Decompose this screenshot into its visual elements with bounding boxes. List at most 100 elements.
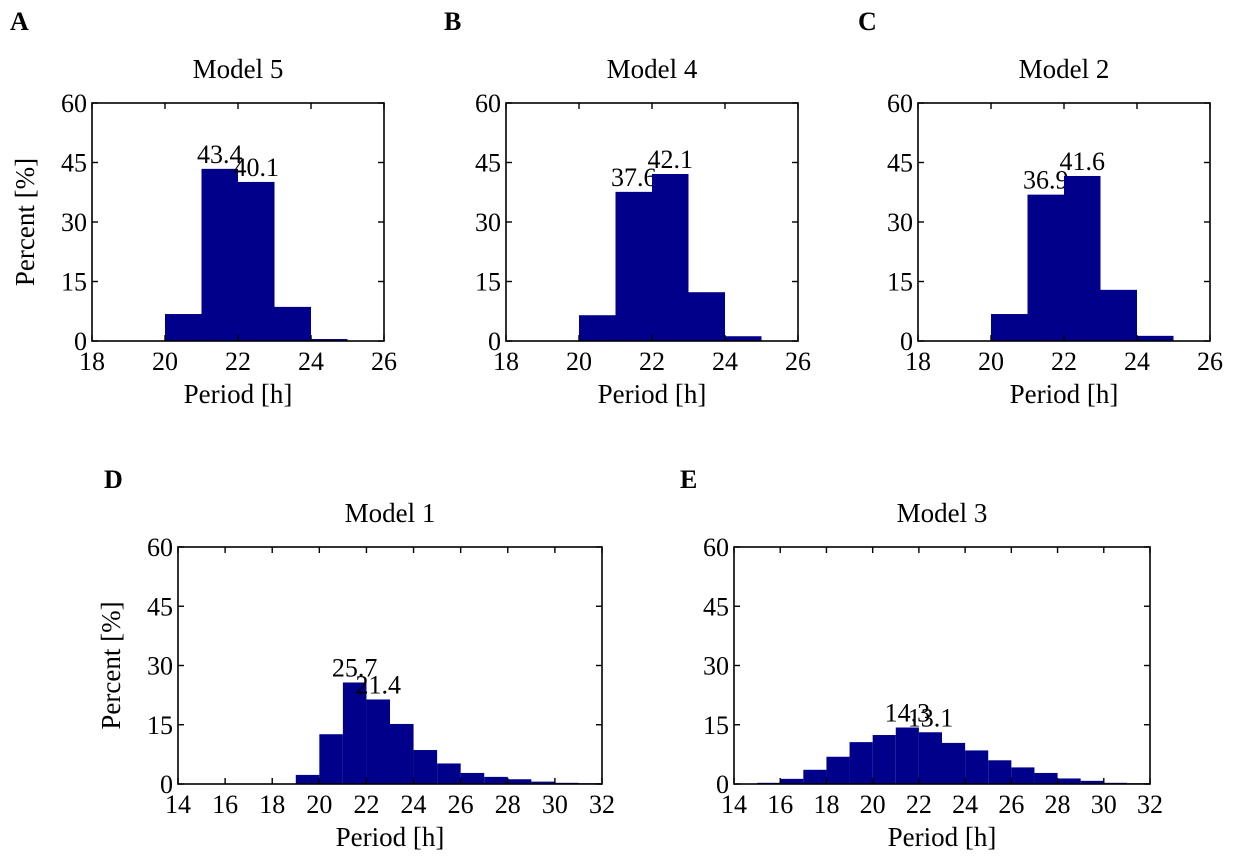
histogram-bar [460, 772, 485, 784]
histogram-bar [1064, 175, 1101, 341]
x-tick-label: 14 [165, 790, 191, 819]
chart-panel-e: E Model 3 14.313.1 14 16 18 20 22 24 26 28 30 32 0 15 3… [680, 465, 1163, 852]
x-tick-label: 24 [401, 790, 427, 819]
bar-value-label: 14.3 [885, 699, 931, 728]
x-tick-label: 18 [813, 790, 839, 819]
histogram-bar [1034, 772, 1058, 784]
histogram-bar [826, 756, 850, 784]
y-tick-label: 0 [160, 770, 173, 799]
x-tick-label: 16 [767, 790, 793, 819]
y-tick-label: 60 [475, 89, 501, 118]
y-tick-label: 0 [488, 327, 501, 356]
x-tick-label: 20 [566, 347, 592, 376]
bar-value-label: 37.6 [611, 163, 657, 192]
histogram-bar [311, 339, 348, 341]
histogram-bar [295, 774, 320, 784]
y-tick-label: 45 [475, 149, 501, 178]
x-axis-label: Period [h] [336, 822, 445, 852]
histogram-bar [1080, 780, 1104, 784]
histogram-bar [531, 781, 555, 784]
panel-letter: E [680, 465, 697, 494]
y-tick-label: 15 [703, 711, 729, 740]
x-tick-label: 24 [952, 790, 978, 819]
histogram-bar [165, 314, 202, 341]
histogram-bar [1027, 194, 1064, 341]
bar-value-label: 36.9 [1023, 166, 1069, 195]
x-tick-label: 20 [152, 347, 178, 376]
y-tick-label: 0 [900, 327, 913, 356]
y-tick-label: 0 [74, 327, 87, 356]
histogram-bar [437, 763, 461, 784]
bar-value-label: 21.4 [355, 670, 401, 699]
y-tick-label: 15 [147, 711, 173, 740]
x-tick-label: 22 [225, 347, 251, 376]
y-tick-label: 45 [887, 149, 913, 178]
histogram-bar [849, 742, 873, 784]
histogram-bar [780, 778, 804, 784]
x-tick-label: 18 [79, 347, 105, 376]
y-tick-label: 60 [887, 89, 913, 118]
y-axis-label: Percent [%] [96, 601, 126, 729]
histogram-bar [965, 750, 989, 784]
bar-value-label: 40.1 [234, 153, 280, 182]
y-tick-label: 0 [716, 770, 729, 799]
y-tick-label: 30 [61, 208, 87, 237]
histogram-bar [319, 734, 343, 784]
bar-value-label: 42.1 [648, 145, 694, 174]
chart-panel-c: C Model 2 36.941.6 18 20 22 24 26 0 15 30 45 60 Perio… [858, 7, 1223, 409]
panel-letter: C [858, 7, 877, 36]
y-tick-label: 30 [475, 208, 501, 237]
x-tick-label: 22 [906, 790, 932, 819]
x-tick-label: 24 [1124, 347, 1150, 376]
histogram-bar [1011, 767, 1035, 784]
histogram-bar [872, 735, 896, 784]
histogram-bar [1100, 289, 1137, 341]
x-tick-label: 30 [542, 790, 568, 819]
x-tick-label: 20 [860, 790, 886, 819]
x-tick-label: 18 [905, 347, 931, 376]
histogram-bar [803, 769, 827, 784]
y-tick-label: 15 [887, 268, 913, 297]
histogram-bar [725, 336, 762, 341]
x-tick-label: 26 [785, 347, 811, 376]
x-tick-label: 18 [259, 790, 285, 819]
histogram-bar [988, 760, 1012, 784]
x-tick-label: 22 [639, 347, 665, 376]
histogram-bar [615, 191, 652, 341]
histogram-bar [390, 723, 414, 784]
histogram-bar [1057, 778, 1081, 784]
panel-letter: D [104, 465, 123, 494]
x-tick-label: 26 [1197, 347, 1223, 376]
histogram-bar [274, 306, 311, 341]
x-axis-label: Period [h] [1010, 379, 1119, 409]
y-tick-label: 45 [61, 149, 87, 178]
histogram-bar [1137, 335, 1174, 341]
x-tick-label: 28 [1045, 790, 1071, 819]
histogram-bar [652, 174, 689, 341]
chart-panel-a: A Model 5 43.440.1 18 20 22 24 26 0 15 30 45 60 Perio… [10, 7, 397, 409]
y-tick-label: 60 [703, 533, 729, 562]
chart-title: Model 2 [1019, 54, 1110, 84]
x-tick-label: 18 [493, 347, 519, 376]
y-tick-label: 30 [887, 208, 913, 237]
y-axis-label: Percent [%] [10, 158, 40, 286]
x-tick-label: 24 [298, 347, 324, 376]
x-tick-label: 22 [1051, 347, 1077, 376]
chart-title: Model 4 [607, 54, 698, 84]
bar-value-label: 25.7 [332, 653, 378, 682]
x-axis-label: Period [h] [888, 822, 997, 852]
x-tick-label: 24 [712, 347, 738, 376]
x-axis-label: Period [h] [184, 379, 293, 409]
x-tick-label: 28 [495, 790, 521, 819]
histogram-bar [942, 742, 966, 784]
chart-panel-b: B Model 4 37.642.1 18 20 22 24 26 0 15 30 45 60 Perio… [444, 7, 811, 409]
panel-letter: B [444, 7, 461, 36]
x-tick-label: 20 [306, 790, 332, 819]
bar-value-label: 41.6 [1060, 147, 1106, 176]
histogram-bar [342, 682, 367, 784]
histogram-bar [579, 315, 616, 341]
histogram-bar [484, 776, 508, 784]
x-tick-label: 20 [978, 347, 1004, 376]
x-tick-label: 30 [1091, 790, 1117, 819]
